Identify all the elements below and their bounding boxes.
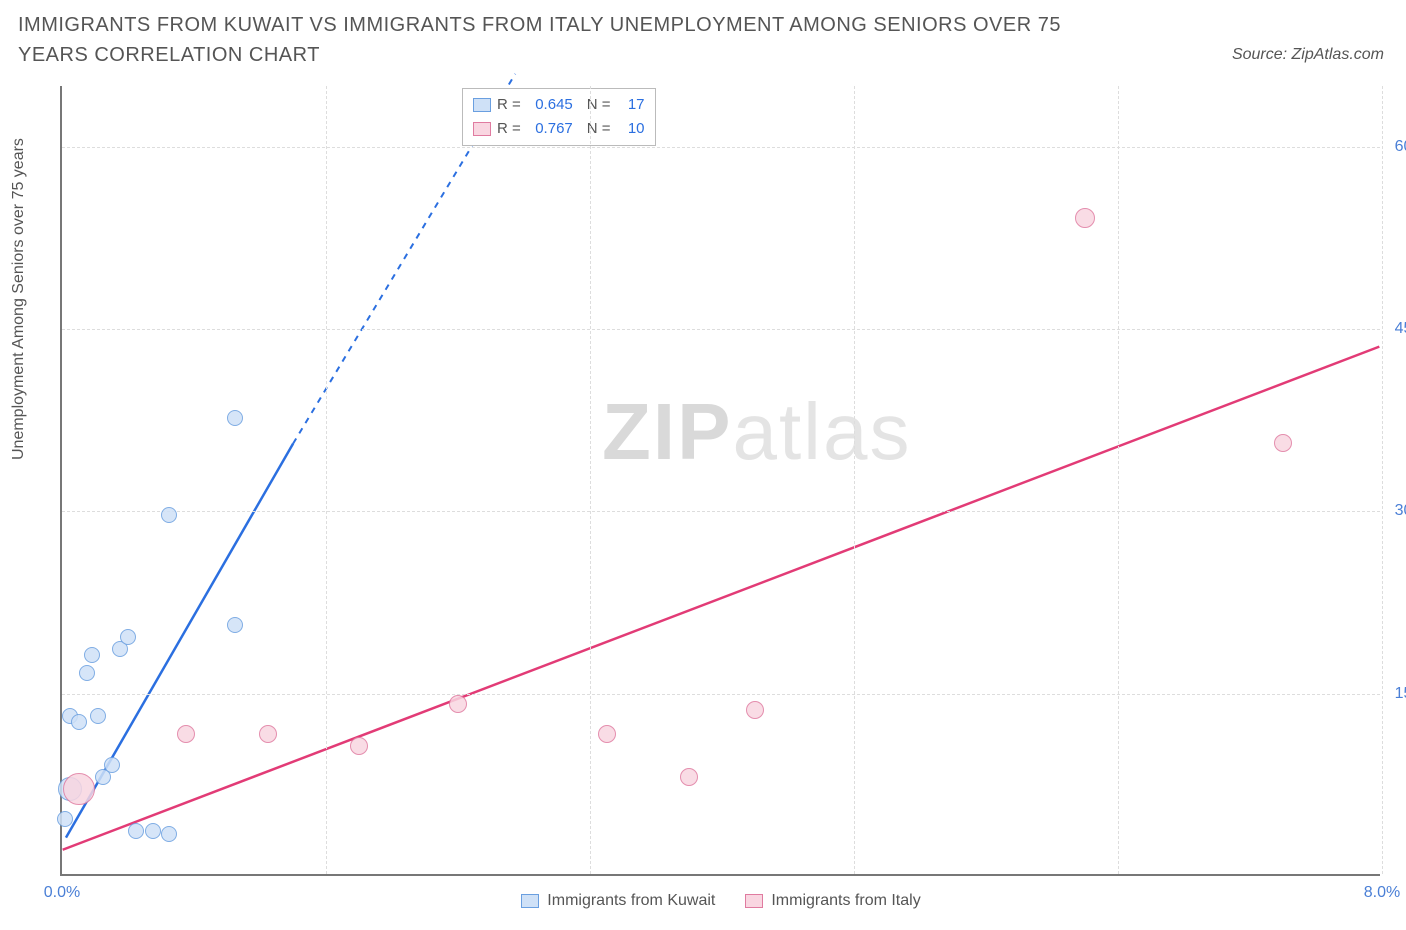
legend-r-value: 0.767: [527, 117, 573, 141]
gridline-v: [1382, 86, 1383, 874]
chart-container: IMMIGRANTS FROM KUWAIT VS IMMIGRANTS FRO…: [0, 0, 1406, 930]
watermark-bold: ZIP: [602, 387, 732, 476]
data-point: [449, 695, 467, 713]
data-point: [227, 410, 243, 426]
legend-swatch: [745, 894, 763, 908]
y-tick-label: 30.0%: [1385, 502, 1406, 520]
legend-stats-row: R =0.645N =17: [473, 93, 645, 117]
trend-lines: [62, 86, 1380, 874]
legend-swatch: [473, 122, 491, 136]
legend-r-label: R =: [497, 93, 521, 117]
source-credit: Source: ZipAtlas.com: [1232, 46, 1384, 64]
legend-swatch: [521, 894, 539, 908]
y-axis-label: Unemployment Among Seniors over 75 years: [10, 138, 28, 460]
watermark: ZIPatlas: [602, 386, 911, 478]
data-point: [57, 811, 73, 827]
y-tick-label: 60.0%: [1385, 138, 1406, 156]
x-tick-label: 8.0%: [1364, 884, 1400, 902]
data-point: [128, 823, 144, 839]
data-point: [79, 665, 95, 681]
legend-r-label: R =: [497, 117, 521, 141]
legend-stats-row: R =0.767N =10: [473, 117, 645, 141]
data-point: [227, 617, 243, 633]
gridline-v: [326, 86, 327, 874]
data-point: [598, 725, 616, 743]
data-point: [161, 507, 177, 523]
gridline-v: [590, 86, 591, 874]
chart-title: IMMIGRANTS FROM KUWAIT VS IMMIGRANTS FRO…: [18, 10, 1106, 70]
data-point: [1075, 208, 1095, 228]
legend-r-value: 0.645: [527, 93, 573, 117]
data-point: [1274, 434, 1292, 452]
gridline-h: [62, 511, 1380, 512]
legend-series-label: Immigrants from Italy: [771, 892, 920, 910]
plot-area: ZIPatlas R =0.645N =17R =0.767N =10 Immi…: [60, 86, 1380, 876]
data-point: [350, 737, 368, 755]
data-point: [145, 823, 161, 839]
data-point: [120, 629, 136, 645]
data-point: [680, 768, 698, 786]
legend-series-item: Immigrants from Italy: [745, 892, 920, 910]
gridline-h: [62, 329, 1380, 330]
data-point: [84, 647, 100, 663]
legend-series: Immigrants from Kuwait Immigrants from It…: [62, 892, 1380, 910]
data-point: [746, 701, 764, 719]
data-point: [90, 708, 106, 724]
source-prefix: Source:: [1232, 46, 1292, 63]
y-tick-label: 45.0%: [1385, 320, 1406, 338]
gridline-h: [62, 147, 1380, 148]
watermark-light: atlas: [732, 387, 911, 476]
legend-n-value: 10: [617, 117, 645, 141]
y-tick-label: 15.0%: [1385, 685, 1406, 703]
data-point: [161, 826, 177, 842]
gridline-v: [1118, 86, 1119, 874]
x-tick-label: 0.0%: [44, 884, 80, 902]
data-point: [104, 757, 120, 773]
legend-n-value: 17: [617, 93, 645, 117]
legend-series-label: Immigrants from Kuwait: [547, 892, 715, 910]
gridline-v: [854, 86, 855, 874]
data-point: [63, 773, 95, 805]
gridline-h: [62, 694, 1380, 695]
legend-series-item: Immigrants from Kuwait: [521, 892, 715, 910]
data-point: [177, 725, 195, 743]
legend-swatch: [473, 98, 491, 112]
legend-stats: R =0.645N =17R =0.767N =10: [462, 88, 656, 146]
data-point: [71, 714, 87, 730]
source-name: ZipAtlas.com: [1292, 46, 1384, 63]
data-point: [259, 725, 277, 743]
